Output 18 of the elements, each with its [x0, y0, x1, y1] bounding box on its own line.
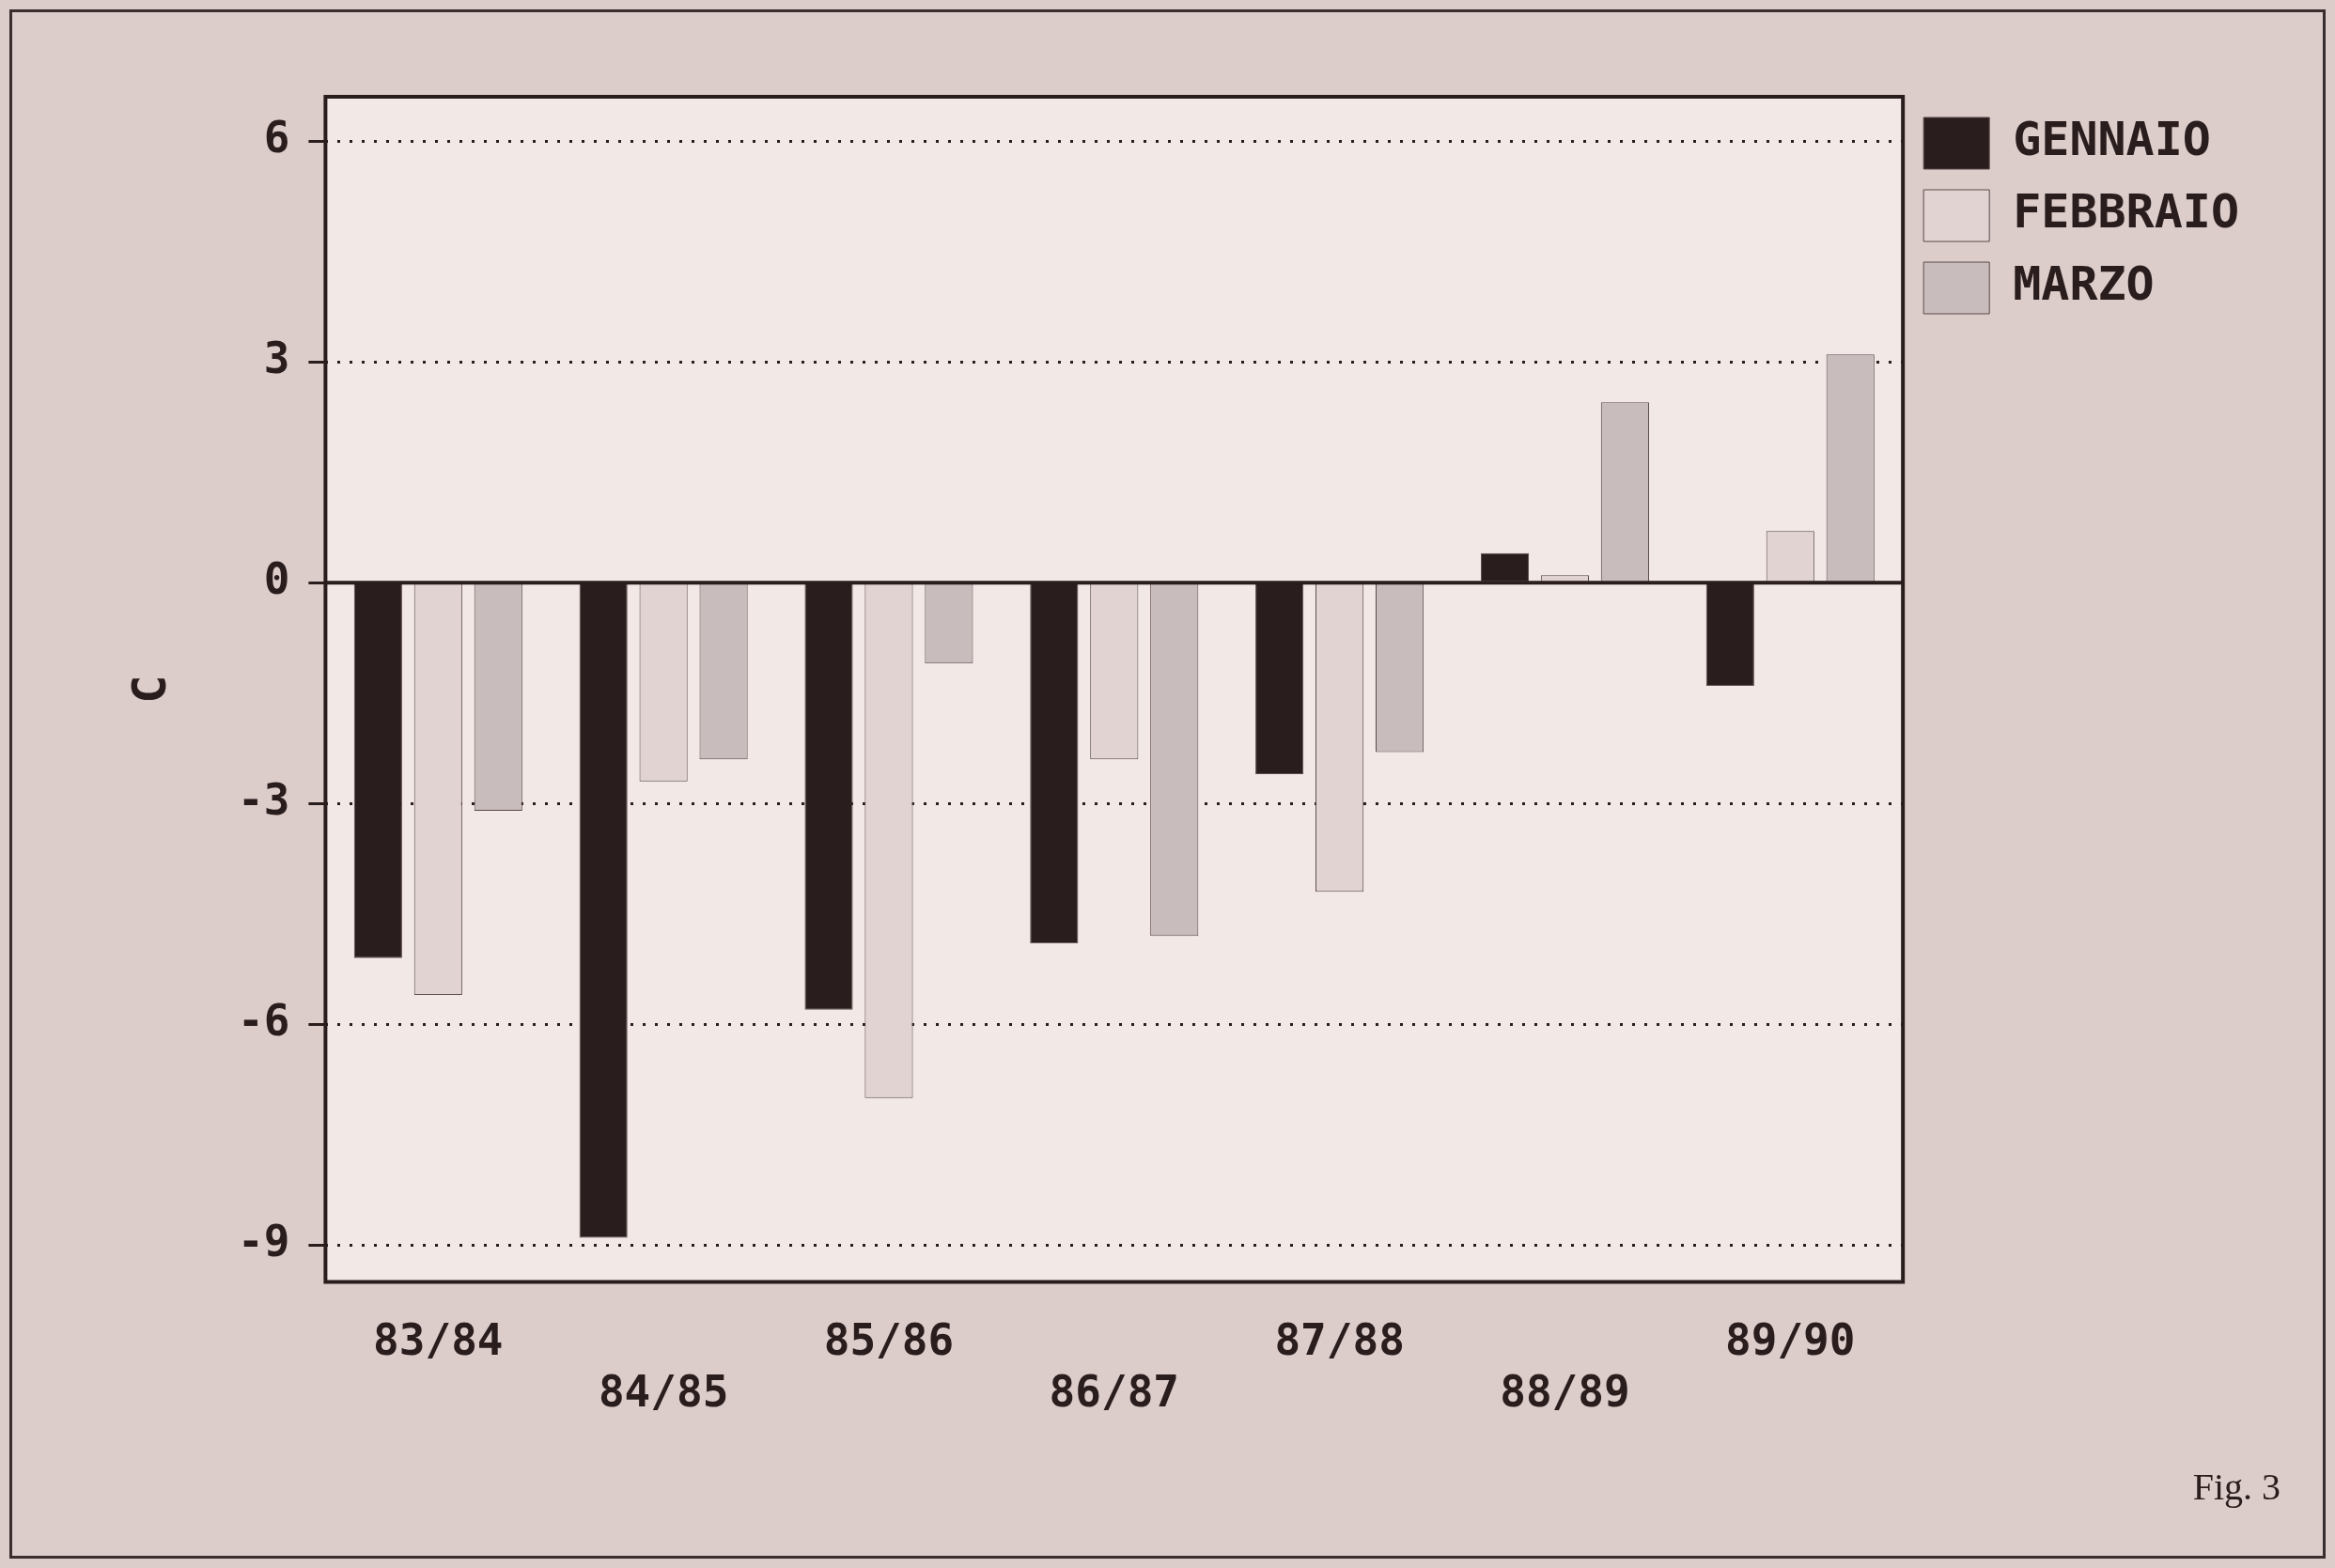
caption: Fig. 3 [2192, 1465, 2281, 1509]
y-tick-label: -9 [238, 1216, 290, 1267]
y-tick-label: -3 [238, 774, 290, 826]
legend-label: MARZO [2013, 256, 2155, 312]
x-tick-label: 84/85 [598, 1366, 729, 1418]
y-tick-label: 0 [263, 553, 290, 605]
y-tick-label: 6 [263, 111, 290, 163]
x-tick-label: 85/86 [823, 1314, 955, 1366]
y-tick-label: -6 [238, 995, 290, 1047]
legend-label: GENNAIO [2013, 112, 2211, 167]
x-tick-label: 89/90 [1725, 1314, 1856, 1366]
y-tick-label: 3 [263, 333, 290, 384]
legend-label: FEBBRAIO [2013, 184, 2240, 240]
x-tick-label: 83/84 [373, 1314, 504, 1366]
x-tick-label: 88/89 [1500, 1366, 1630, 1418]
y-axis-title: C [121, 675, 177, 704]
x-tick-label: 87/88 [1274, 1314, 1405, 1366]
x-tick-label: 86/87 [1049, 1366, 1180, 1418]
